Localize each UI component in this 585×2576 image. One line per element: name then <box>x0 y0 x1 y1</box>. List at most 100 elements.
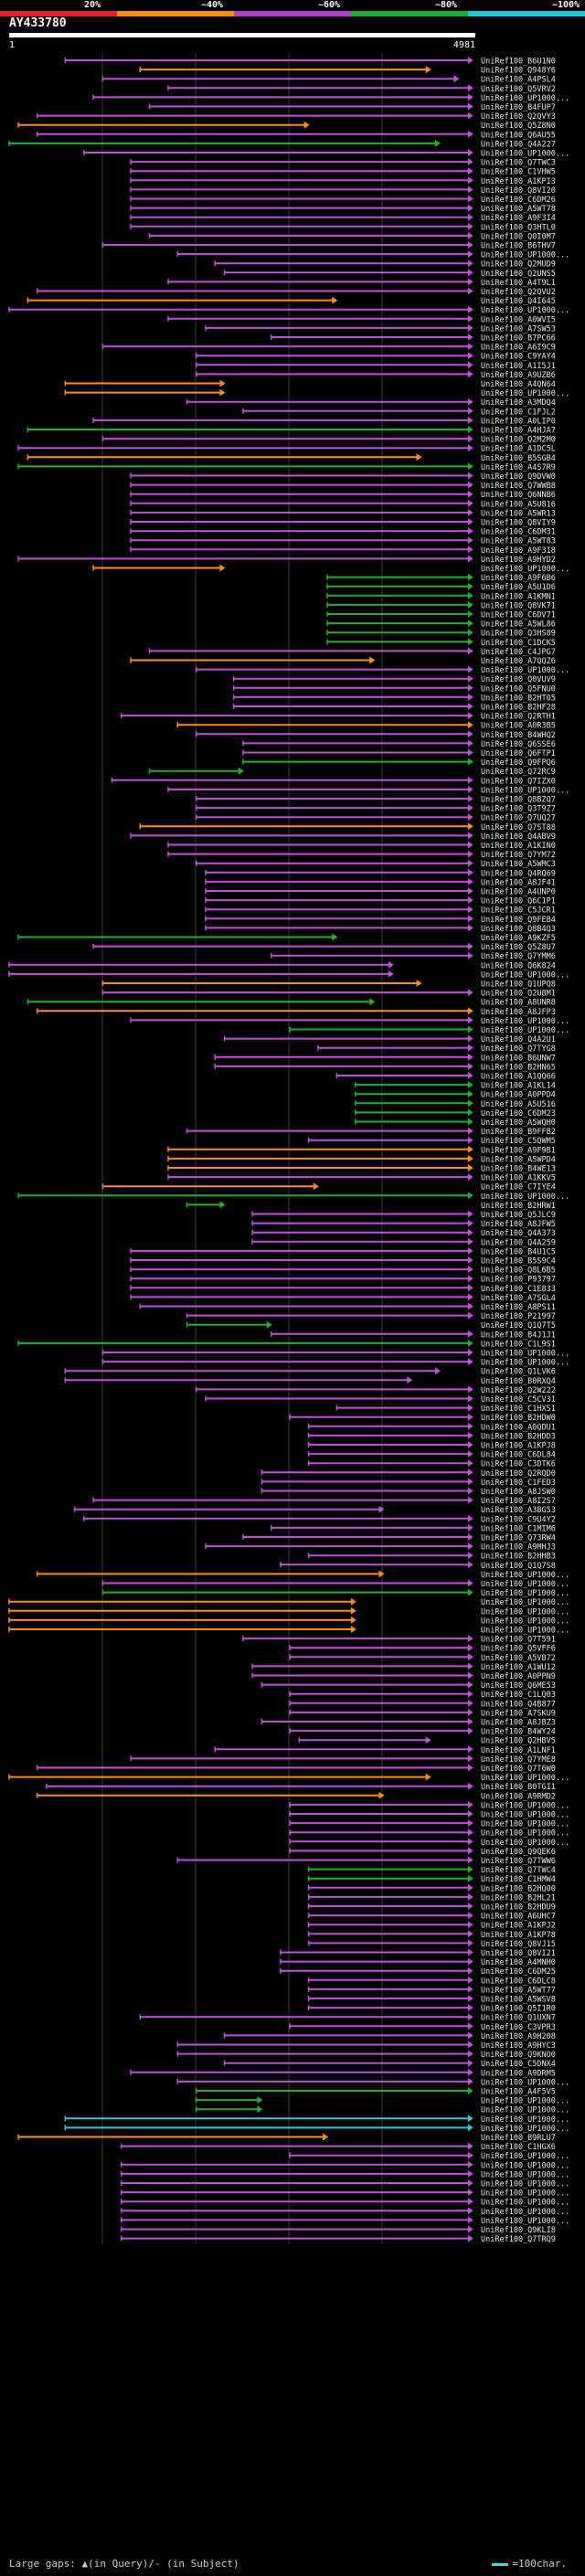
hit-label: UniRef100_C6DL84 <box>481 1451 556 1460</box>
alignment-arrow <box>467 2198 473 2206</box>
alignment-arrow <box>467 84 473 92</box>
query-name: AY433780 <box>9 16 67 30</box>
alignment-arrow <box>467 260 473 268</box>
hit-label: UniRef100_C1HXS1 <box>481 1405 556 1414</box>
alignment-arrow <box>467 1311 473 1320</box>
hit-label: UniRef100_B9FFB2 <box>481 1128 556 1137</box>
hit-label: UniRef100_B5SGB4 <box>481 454 556 463</box>
alignment-arrow <box>467 57 473 64</box>
alignment-arrow <box>467 739 473 747</box>
alignment-arrow <box>467 1533 473 1541</box>
alignment-arrow <box>467 2160 473 2168</box>
hit-label: UniRef100_B0RXQ4 <box>481 1377 556 1386</box>
alignment-arrow <box>467 2004 473 2012</box>
alignment-arrow <box>467 361 473 369</box>
alignment-arrow <box>467 343 473 351</box>
alignment-arrow <box>467 2216 473 2224</box>
alignment-arrow <box>467 1136 473 1144</box>
hit-label: UniRef100_Q7T6W0 <box>481 1765 556 1774</box>
alignment-arrow <box>467 1690 473 1698</box>
alignment-arrow <box>467 2124 473 2132</box>
hit-label: UniRef100_C1MIM6 <box>481 1524 556 1533</box>
hit-label: UniRef100_Q9KNO0 <box>481 2051 556 2060</box>
alignment-arrow <box>467 518 473 525</box>
hit-label: UniRef100_C5QWM5 <box>481 1137 556 1146</box>
hit-label: UniRef100_A8JFW5 <box>481 1220 556 1229</box>
alignment-arrow <box>467 1718 473 1725</box>
hit-label: UniRef100_B0TGI1 <box>481 1783 556 1792</box>
alignment-arrow <box>467 269 473 277</box>
hit-label: UniRef100_Q5VFF6 <box>481 1645 556 1654</box>
alignment-arrow <box>467 989 473 997</box>
scale-segment <box>0 11 117 16</box>
hit-label: UniRef100_UP1000... <box>481 150 569 159</box>
hit-label: UniRef100_UP1000... <box>481 1350 569 1359</box>
alignment-arrow <box>467 1081 473 1089</box>
alignment-arrow <box>257 2105 263 2114</box>
alignment-arrow <box>467 674 473 683</box>
alignment-arrow <box>467 334 473 341</box>
hit-label: UniRef100_A1KPI3 <box>481 177 556 186</box>
hit-label: UniRef100_A4QN64 <box>481 380 556 389</box>
alignment-arrow <box>467 1044 473 1052</box>
scale-segment <box>234 11 351 16</box>
alignment-arrow <box>467 2068 473 2076</box>
scale-label: ~80% <box>435 0 458 10</box>
alignment-arrow <box>467 1422 473 1430</box>
alignment-arrow <box>467 370 473 378</box>
hit-label: UniRef100_UP1000... <box>481 251 569 260</box>
alignment-arrow <box>467 1514 473 1522</box>
alignment-arrow <box>467 222 473 230</box>
alignment-arrow <box>467 241 473 249</box>
hit-label: UniRef100_Q7UQ27 <box>481 814 556 823</box>
hit-label: UniRef100_UP1000... <box>481 970 569 980</box>
alignment-arrow <box>467 2050 473 2058</box>
alignment-arrow <box>378 1791 385 1799</box>
alignment-arrow <box>467 1948 473 1956</box>
scale-legend: =100char. <box>492 2558 567 2570</box>
hit-label: UniRef100_Q4A227 <box>481 140 556 149</box>
hit-label: UniRef100_C6DM23 <box>481 1109 556 1118</box>
hit-label: UniRef100_A9HYC3 <box>481 2041 556 2051</box>
alignment-arrow <box>467 924 473 932</box>
alignment-arrow <box>416 453 422 461</box>
alignment-arrow <box>467 647 473 655</box>
alignment-arrow <box>467 1145 473 1153</box>
alignment-arrow <box>467 1939 473 1947</box>
alignment-arrow <box>425 1773 431 1781</box>
alignment-arrow <box>467 2189 473 2197</box>
alignment-arrow <box>467 472 473 480</box>
hit-label: UniRef100_Q1Q7S8 <box>481 1562 556 1571</box>
hit-label: UniRef100_C6DV71 <box>481 611 556 620</box>
alignment-arrow <box>467 111 473 120</box>
hit-label: UniRef100_B2HQ00 <box>481 1884 556 1893</box>
alignment-arrow <box>467 2179 473 2187</box>
hit-label: UniRef100_B2HRW1 <box>481 1202 556 1211</box>
hit-label: UniRef100_A4F5V5 <box>481 2088 556 2097</box>
hit-label: UniRef100_UP1000... <box>481 2180 569 2189</box>
hit-label: UniRef100_A9KZF5 <box>481 934 556 943</box>
alignment-arrow <box>467 1588 473 1596</box>
hit-label: UniRef100_C1E833 <box>481 1285 556 1294</box>
scale-label: ~60% <box>318 0 341 10</box>
hit-label: UniRef100_A5U816 <box>481 500 556 509</box>
hit-label: UniRef100_C9U4Y2 <box>481 1515 556 1524</box>
hit-label: UniRef100_B2HHB3 <box>481 1553 556 1562</box>
hit-label: UniRef100_UP1000... <box>481 1017 569 1026</box>
alignment-arrow <box>467 906 473 914</box>
hit-label: UniRef100_UP1000... <box>481 94 569 103</box>
hit-label: UniRef100_A3BG53 <box>481 1506 556 1515</box>
hit-label: UniRef100_A6I9C9 <box>481 344 556 353</box>
hit-label: UniRef100_Q8VK71 <box>481 601 556 610</box>
alignment-arrow <box>467 1838 473 1846</box>
hit-label: UniRef100_A9F9B1 <box>481 1146 556 1155</box>
alignment-arrow <box>467 776 473 784</box>
hit-label: UniRef100_Q8VI21 <box>481 1949 556 1958</box>
alignment-arrow <box>467 1754 473 1763</box>
hit-label: UniRef100_A0PPN9 <box>481 1672 556 1681</box>
alignment-arrow <box>467 195 473 203</box>
hit-label: UniRef100_B7PC66 <box>481 334 556 344</box>
alignment-arrow <box>467 416 473 424</box>
alignment-arrow <box>467 1552 473 1560</box>
hit-label: UniRef100_B2HDD3 <box>481 1432 556 1441</box>
